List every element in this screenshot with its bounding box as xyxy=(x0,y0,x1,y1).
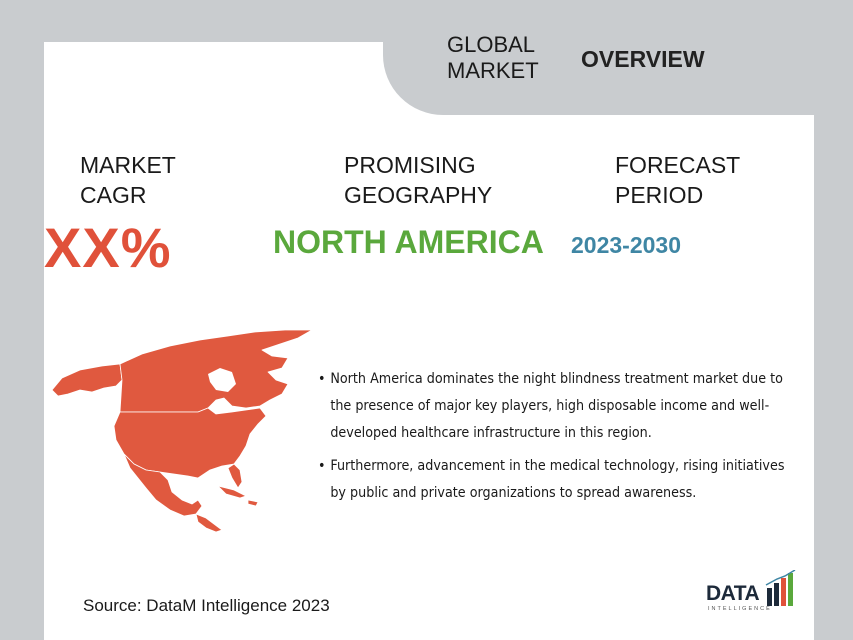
geography-label: PROMISING GEOGRAPHY xyxy=(344,152,493,208)
datam-logo-icon: DATA INTELLIGENCE xyxy=(706,570,798,616)
cagr-label: MARKET CAGR xyxy=(80,152,176,208)
geography-value: NORTH AMERICA xyxy=(273,224,544,260)
period-label: FORECAST PERIOD xyxy=(615,152,741,208)
content-card xyxy=(44,42,814,640)
bullet-item: North America dominates the night blindn… xyxy=(318,366,798,447)
logo-subtext: INTELLIGENCE xyxy=(708,606,772,612)
logo-text: DATA xyxy=(706,582,760,605)
cagr-value: XX% xyxy=(44,216,172,279)
source-text: Source: DataM Intelligence 2023 xyxy=(83,596,330,615)
tab-overview: OVERVIEW xyxy=(581,46,705,72)
bullet-item: Furthermore, advancement in the medical … xyxy=(318,453,798,507)
header-tab xyxy=(383,0,853,115)
tab-global-market: GLOBAL MARKET xyxy=(447,32,539,83)
logo-bars-icon xyxy=(765,570,796,606)
bullet-list: North America dominates the night blindn… xyxy=(318,366,798,513)
north-america-map-icon xyxy=(51,329,313,533)
period-value: 2023-2030 xyxy=(571,232,681,258)
